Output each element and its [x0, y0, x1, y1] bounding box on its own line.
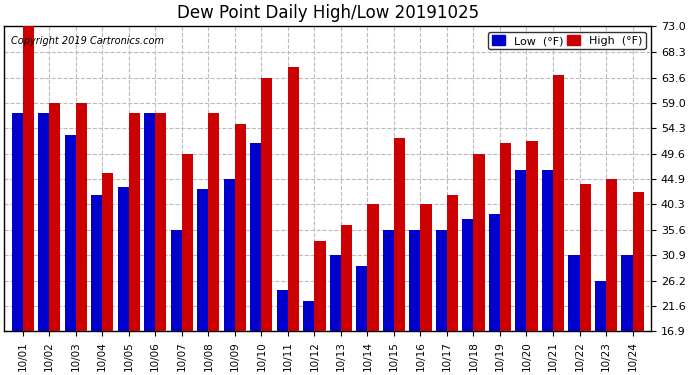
Title: Dew Point Daily High/Low 20191025: Dew Point Daily High/Low 20191025: [177, 4, 479, 22]
Bar: [606, 179, 617, 331]
Legend: Low  (°F), High  (°F): Low (°F), High (°F): [489, 32, 646, 50]
Bar: [197, 189, 208, 331]
Bar: [394, 138, 405, 331]
Bar: [277, 290, 288, 331]
Bar: [250, 143, 262, 331]
Bar: [129, 113, 140, 331]
Bar: [23, 27, 34, 331]
Bar: [569, 255, 580, 331]
Bar: [542, 171, 553, 331]
Bar: [409, 230, 420, 331]
Text: Copyright 2019 Cartronics.com: Copyright 2019 Cartronics.com: [10, 36, 164, 46]
Bar: [315, 241, 326, 331]
Bar: [383, 230, 394, 331]
Bar: [208, 113, 219, 331]
Bar: [595, 281, 606, 331]
Bar: [633, 192, 644, 331]
Bar: [224, 179, 235, 331]
Bar: [489, 214, 500, 331]
Bar: [580, 184, 591, 331]
Bar: [102, 173, 113, 331]
Bar: [12, 113, 23, 331]
Bar: [49, 102, 61, 331]
Bar: [436, 230, 447, 331]
Bar: [118, 187, 129, 331]
Bar: [341, 225, 352, 331]
Bar: [170, 230, 181, 331]
Bar: [526, 141, 538, 331]
Bar: [447, 195, 458, 331]
Bar: [500, 143, 511, 331]
Bar: [91, 195, 102, 331]
Bar: [38, 113, 49, 331]
Bar: [235, 124, 246, 331]
Bar: [367, 204, 379, 331]
Bar: [65, 135, 76, 331]
Bar: [76, 102, 87, 331]
Bar: [303, 301, 315, 331]
Bar: [262, 78, 273, 331]
Bar: [462, 219, 473, 331]
Bar: [420, 204, 431, 331]
Bar: [553, 75, 564, 331]
Bar: [473, 154, 484, 331]
Bar: [155, 113, 166, 331]
Bar: [622, 255, 633, 331]
Bar: [330, 255, 341, 331]
Bar: [515, 171, 526, 331]
Bar: [181, 154, 193, 331]
Bar: [144, 113, 155, 331]
Bar: [288, 67, 299, 331]
Bar: [356, 266, 367, 331]
